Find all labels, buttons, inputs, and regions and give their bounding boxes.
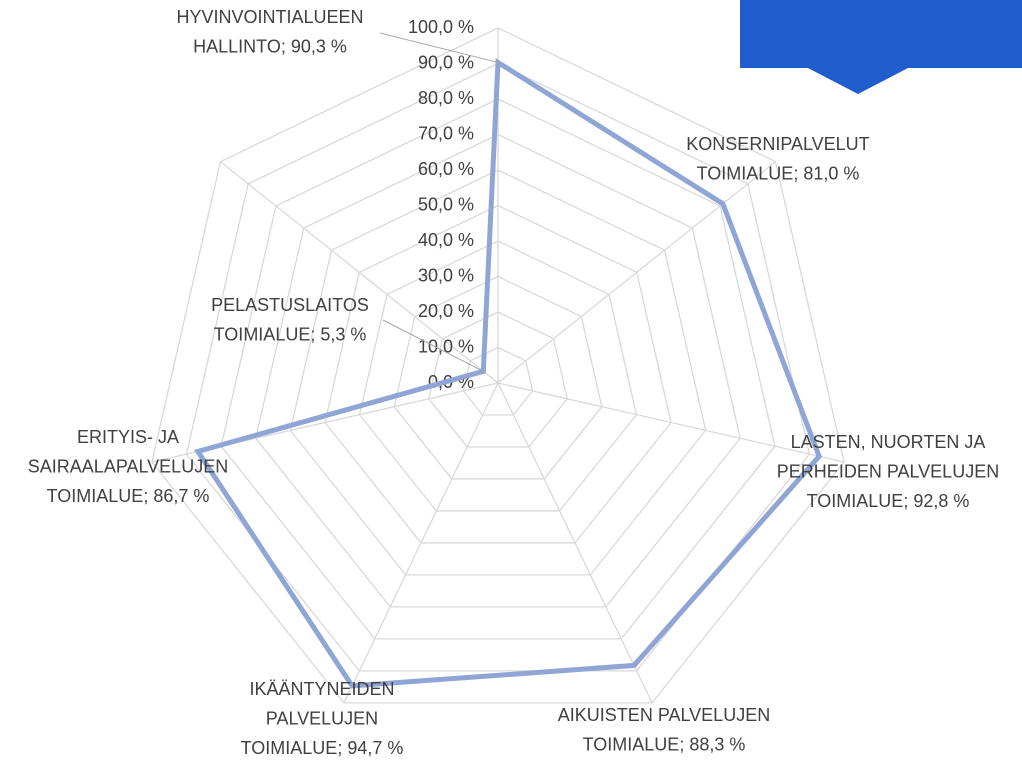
leader-line [382,319,484,372]
data-line [193,58,823,689]
grid-ring [358,240,638,512]
banner-arrow [806,67,910,94]
grid-ring [324,204,672,544]
data-label: IKÄÄNTYNEIDEN [249,679,394,699]
y-tick-label: 10,0 % [418,336,474,356]
banner-rect [740,0,1022,68]
data-label: HALLINTO; 90,3 % [193,36,347,56]
grid-ring [185,62,811,672]
data-label: TOIMIALUE; 88,3 % [583,734,746,754]
data-label: TOIMIALUE; 81,0 % [697,163,860,183]
data-label: LASTEN, NUORTEN JA [791,432,986,452]
spoke [343,382,499,704]
data-label: PERHEIDEN PALVELUJEN [777,461,999,481]
data-label: TOIMIALUE; 92,8 % [807,491,970,511]
y-tick-label: 70,0 % [418,123,474,143]
spoke [497,161,776,384]
grid-ring [151,27,845,704]
y-tick-label: 50,0 % [418,194,474,214]
data-label: AIKUISTEN PALVELUJEN [558,705,770,725]
y-tick-label: 80,0 % [418,88,474,108]
y-tick-label: 100,0 % [408,17,474,37]
data-label: PALVELUJEN [266,708,378,728]
y-tick-label: 30,0 % [418,265,474,285]
grid-ring [255,133,741,608]
grid-ring [220,98,776,640]
data-label: TOIMIALUE; 5,3 % [214,324,367,344]
spoke [497,382,653,704]
spoke [497,382,845,463]
data-label: ERITYIS- JA [77,427,179,447]
data-label: PELASTUSLAITOS [211,295,369,315]
y-tick-label: 40,0 % [418,230,474,250]
grid-ring [289,169,707,576]
data-label: TOIMIALUE; 86,7 % [47,486,210,506]
y-tick-label: 90,0 % [418,52,474,72]
data-label: TOIMIALUE; 94,7 % [241,738,404,758]
header-banner [740,0,1022,94]
spoke [220,161,499,384]
data-label: SAIRAALAPALVELUJEN [28,456,228,476]
leader-line [379,32,499,63]
data-label: HYVINVOINTIALUEEN [176,7,363,27]
y-tick-label: 20,0 % [418,301,474,321]
data-label: KONSERNIPALVELUT [686,134,869,154]
y-tick-label: 60,0 % [418,159,474,179]
grid-ring [393,275,603,480]
grid-ring [462,346,534,416]
